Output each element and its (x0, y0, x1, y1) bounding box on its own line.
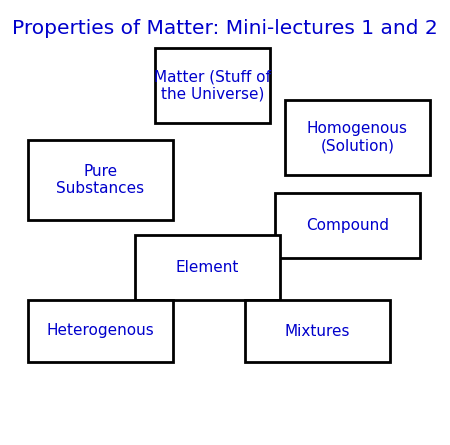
Text: Matter (Stuff of
the Universe): Matter (Stuff of the Universe) (154, 69, 271, 102)
Text: Properties of Matter: Mini-lectures 1 and 2: Properties of Matter: Mini-lectures 1 an… (12, 19, 438, 37)
Bar (28, 300, 173, 362)
Text: Pure
Substances: Pure Substances (56, 164, 144, 196)
Text: Element: Element (176, 260, 239, 275)
Text: Mixtures: Mixtures (285, 324, 350, 339)
Bar (285, 100, 430, 175)
Bar (275, 193, 420, 258)
Bar (135, 235, 280, 300)
Text: Heterogenous: Heterogenous (47, 324, 154, 339)
Bar (245, 300, 390, 362)
Text: Compound: Compound (306, 218, 389, 233)
Bar (28, 140, 173, 220)
Bar (155, 48, 270, 123)
Text: Homogenous
(Solution): Homogenous (Solution) (307, 121, 408, 154)
